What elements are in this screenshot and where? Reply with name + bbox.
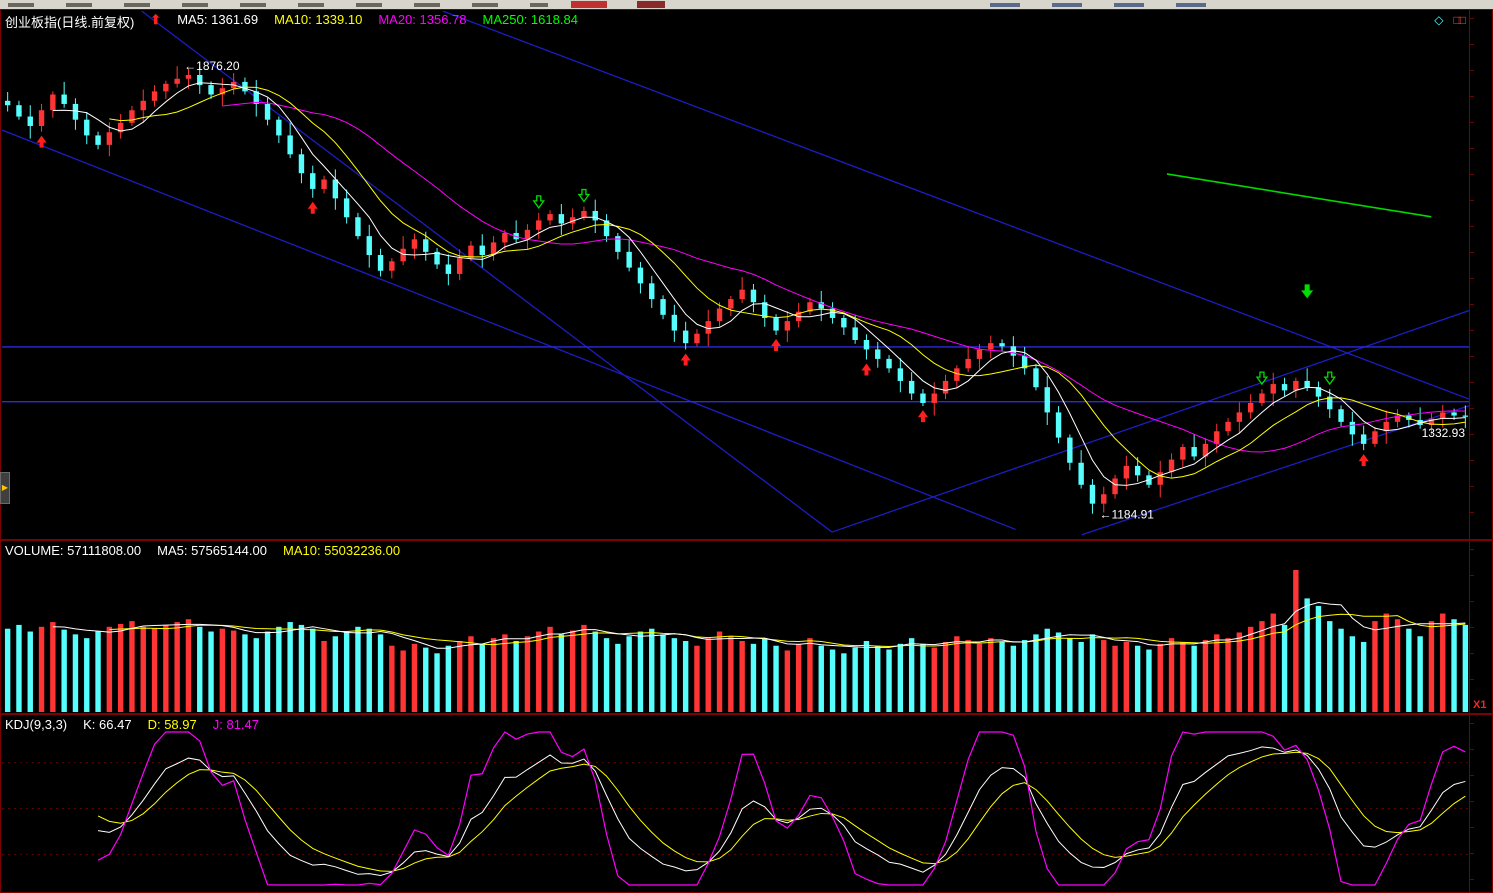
svg-text:←1184.91: ←1184.91: [1099, 508, 1154, 522]
menu-accent-chip[interactable]: [637, 1, 665, 8]
price-axis-strip: [1469, 10, 1492, 539]
kdj-axis-strip: [1469, 715, 1492, 892]
sidebar-expand-toggle[interactable]: ▶: [0, 472, 10, 504]
kdj-panel[interactable]: KDJ(9,3,3) K: 66.47 D: 58.97 J: 81.47: [0, 714, 1493, 893]
menu-bar[interactable]: [0, 0, 1493, 9]
volume-scale-label: X1: [1473, 699, 1487, 711]
price-chart-panel[interactable]: ←1876.20 ←1184.91 1332.93 创业板指(日线.前复权) ⬆ M…: [0, 9, 1493, 540]
svg-text:1332.93: 1332.93: [1422, 426, 1466, 440]
diamond-icon[interactable]: ◇: [1434, 13, 1444, 27]
candlestick-chart[interactable]: ←1876.20 ←1184.91 1332.93: [2, 11, 1471, 540]
svg-text:←1876.20: ←1876.20: [184, 59, 240, 73]
window-layout-icon[interactable]: □□: [1453, 13, 1466, 27]
volume-panel[interactable]: VOLUME: 57111808.00 MA5: 57565144.00 MA1…: [0, 540, 1493, 714]
menu-accent-chip[interactable]: [571, 1, 607, 8]
volume-chart[interactable]: [2, 542, 1471, 714]
volume-axis-strip: X1: [1469, 541, 1492, 713]
kdj-chart[interactable]: [2, 716, 1471, 893]
